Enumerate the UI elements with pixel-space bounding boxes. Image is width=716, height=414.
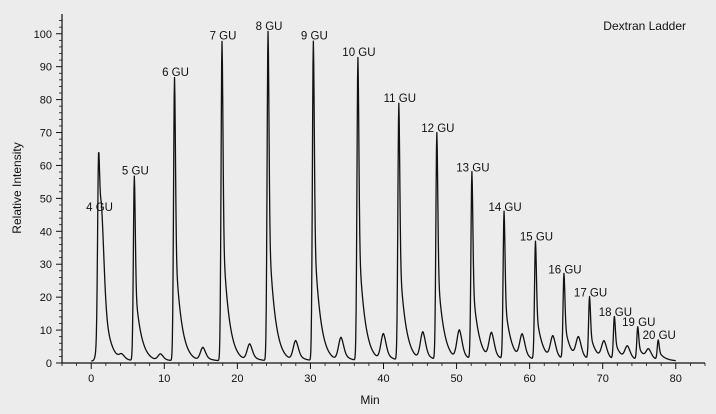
x-tick-label: 30: [304, 373, 316, 385]
peak-label: 12 GU: [421, 123, 454, 135]
x-tick-label: 70: [597, 373, 609, 385]
x-tick-label: 80: [670, 373, 682, 385]
x-axis-label: Min: [360, 393, 379, 407]
x-tick-label: 0: [88, 373, 94, 385]
peak-labels: 4 GU 5 GU 6 GU 7 GU 8 GU 9 GU 10 GU 11 GU 12 GU 1…: [86, 21, 676, 342]
peak-label: 17 GU: [574, 287, 607, 299]
y-tick-label: 10: [40, 325, 52, 337]
peak-label: 19 GU: [622, 317, 655, 329]
peak-label: 20 GU: [643, 330, 676, 342]
y-tick-label: 30: [40, 259, 52, 271]
peak-label: 11 GU: [384, 93, 416, 105]
x-axis-ticks: 0 10 20 30 40 50 60 70 80: [61, 363, 706, 385]
y-tick-label: 20: [40, 292, 52, 304]
peak-label: 8 GU: [256, 21, 283, 33]
y-tick-label: 60: [40, 160, 52, 172]
y-tick-label: 40: [40, 226, 52, 238]
chromatogram-trace: [90, 30, 677, 362]
chart-annotation: Dextran Ladder: [603, 19, 686, 33]
x-tick-label: 10: [158, 373, 170, 385]
y-tick-label: 100: [34, 29, 52, 41]
y-tick-label: 70: [40, 128, 52, 140]
y-tick-label: 90: [40, 62, 52, 74]
peak-label: 18 GU: [599, 307, 632, 319]
x-tick-label: 40: [377, 373, 389, 385]
y-tick-label: 80: [40, 95, 52, 107]
peak-label: 10 GU: [342, 47, 375, 59]
peak-label: 14 GU: [488, 202, 521, 214]
peak-label: 7 GU: [210, 31, 237, 43]
peak-label: 9 GU: [301, 31, 328, 43]
peak-label: 5 GU: [122, 166, 149, 178]
x-tick-label: 20: [231, 373, 243, 385]
y-axis-ticks: 0 10 20 30 40 50 60 70 80 90 100: [34, 20, 62, 370]
y-tick-label: 0: [46, 358, 52, 370]
x-tick-label: 60: [524, 373, 536, 385]
peak-label: 6 GU: [162, 67, 189, 79]
y-axis-label: Relative Intensity: [10, 142, 24, 233]
x-tick-label: 50: [450, 373, 462, 385]
y-tick-label: 50: [40, 193, 52, 205]
peak-label: 13 GU: [456, 162, 489, 174]
peak-label: 16 GU: [548, 264, 581, 276]
peak-label: 4 GU: [86, 202, 113, 214]
peak-label: 15 GU: [520, 231, 553, 243]
